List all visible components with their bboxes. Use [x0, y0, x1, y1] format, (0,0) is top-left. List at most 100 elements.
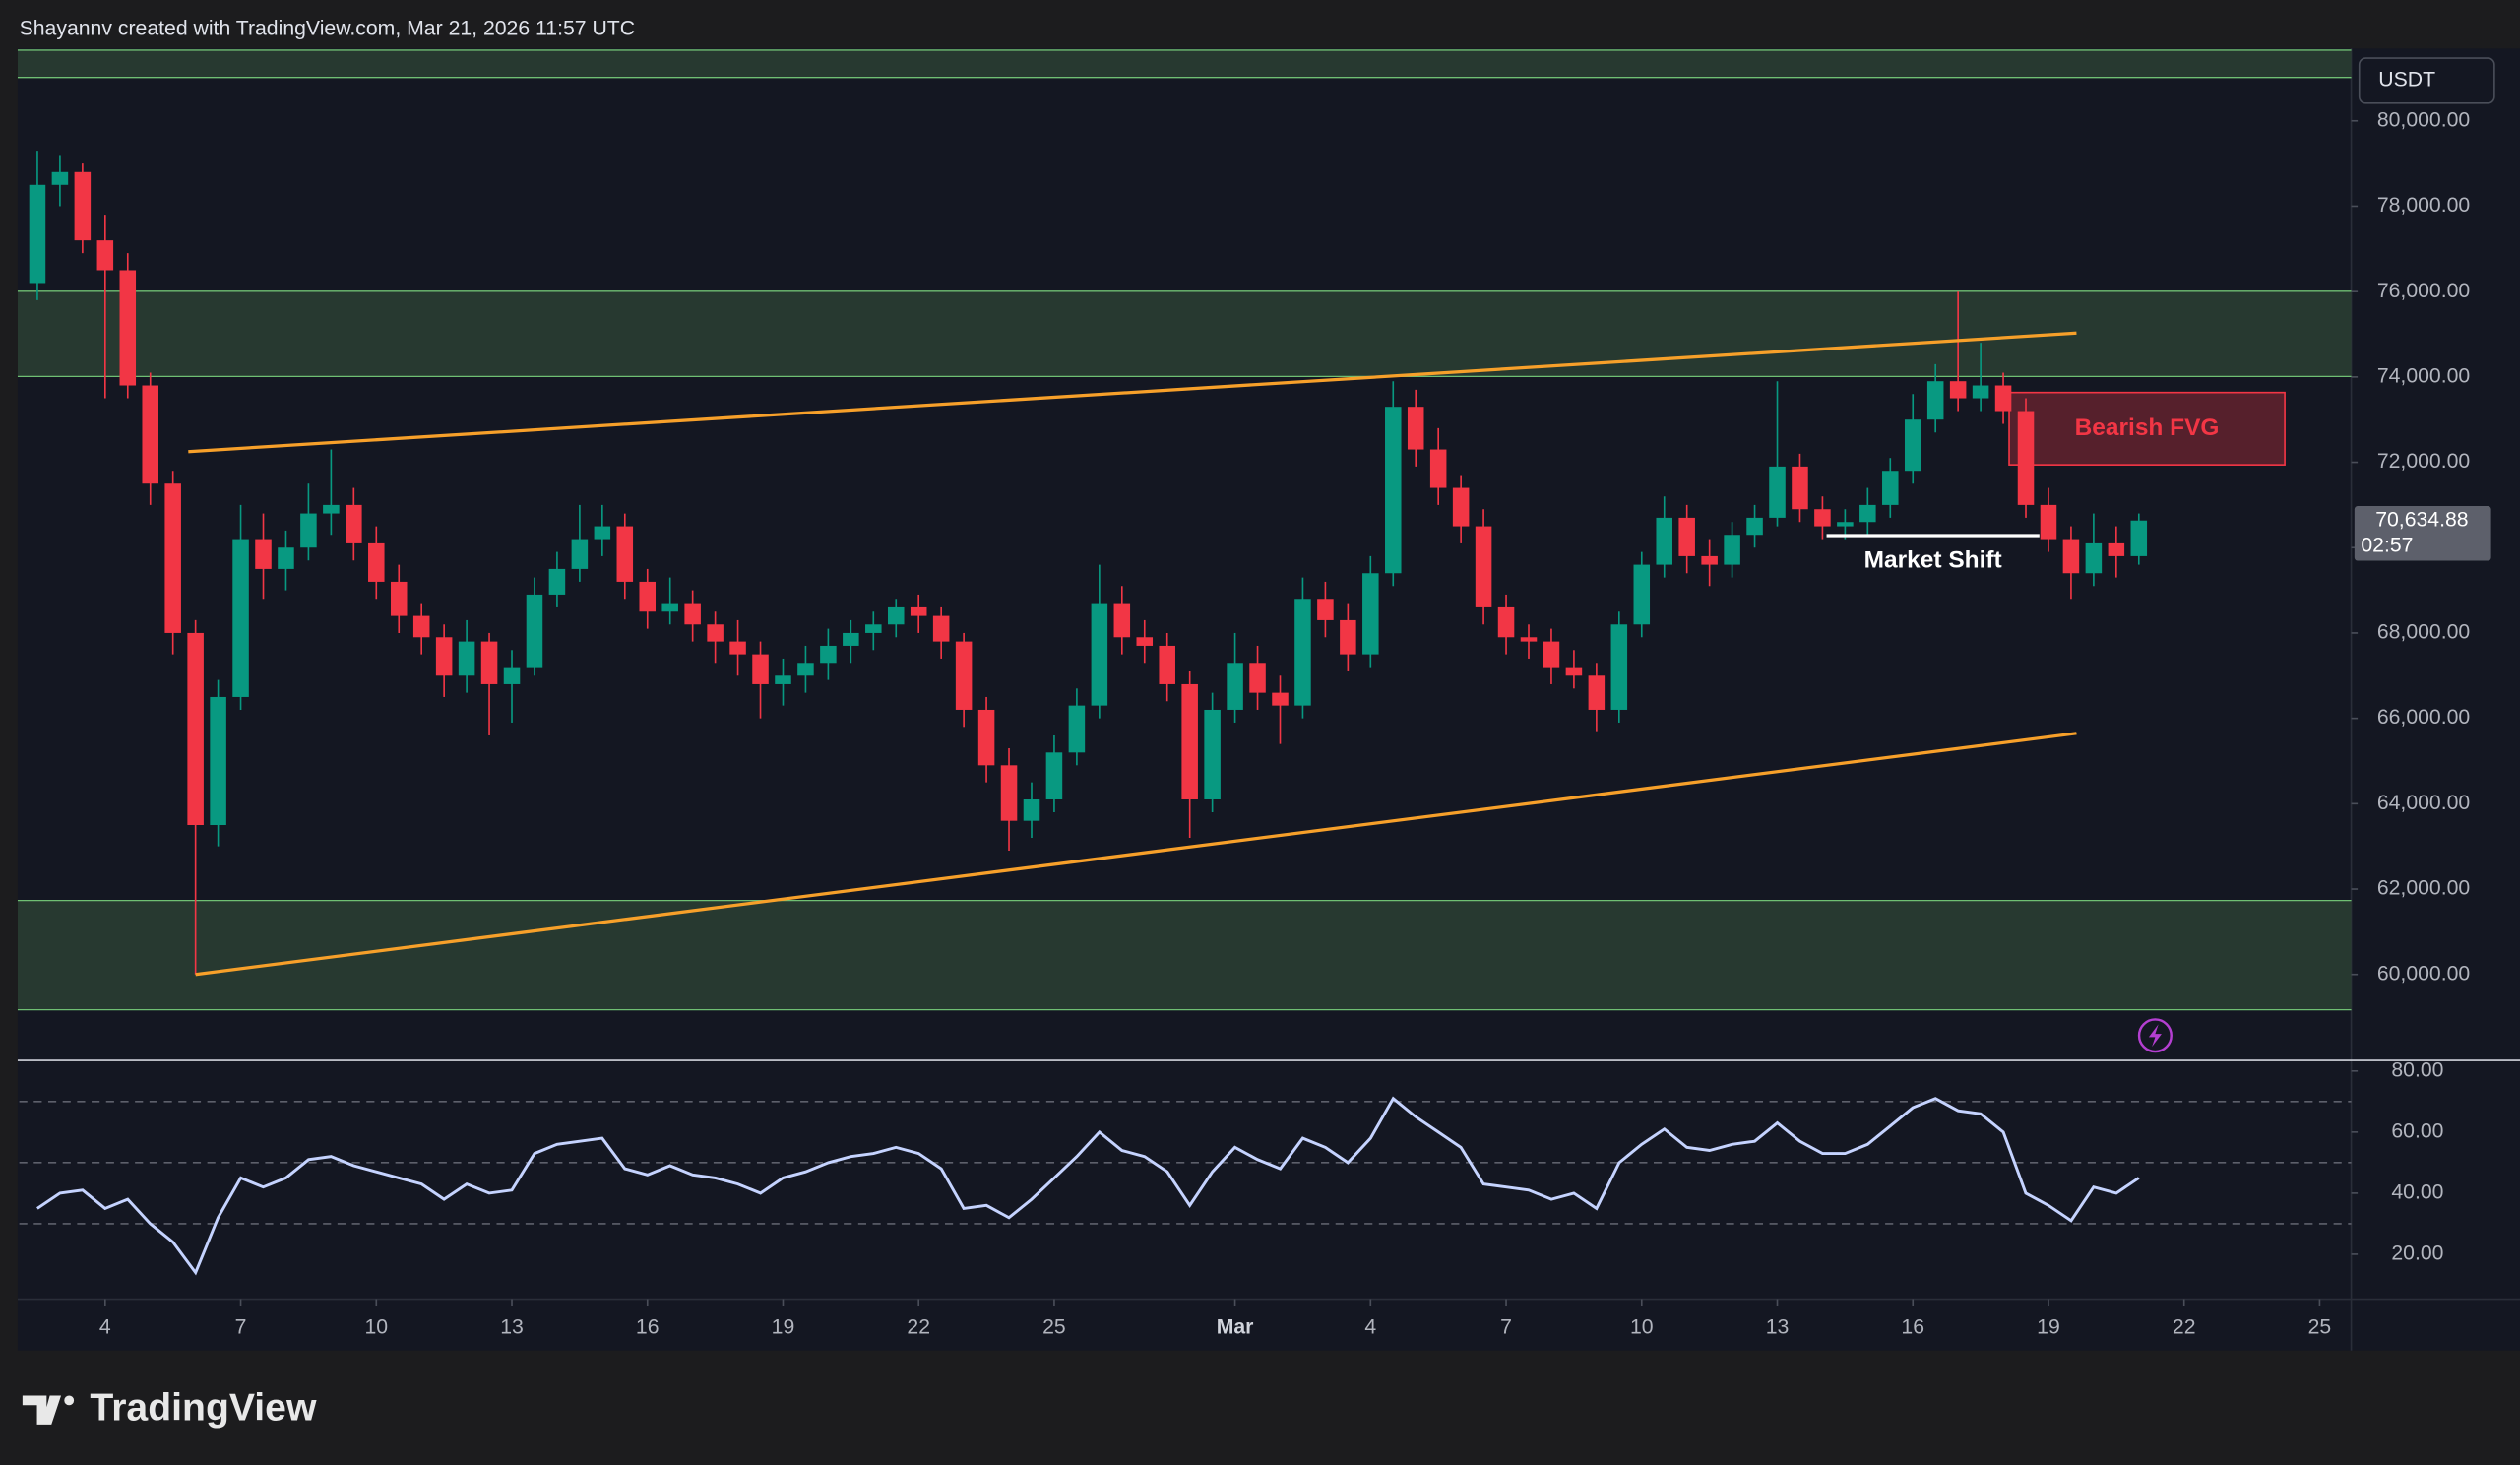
candle-body — [368, 542, 385, 582]
candle-body — [1113, 603, 1131, 638]
candle-body — [1294, 599, 1311, 706]
candle-body — [843, 632, 859, 646]
y-tick-label: 68,000.00 — [2377, 621, 2470, 644]
candle-body — [1159, 645, 1175, 684]
candle-body — [1340, 619, 1356, 655]
candle-body — [1882, 471, 1899, 505]
x-tick-label: 22 — [907, 1316, 930, 1339]
candle-body — [910, 606, 927, 616]
candle-body — [1904, 419, 1922, 472]
x-tick-label: 19 — [2037, 1316, 2060, 1339]
header: Shayannv created with TradingView.com, M… — [20, 17, 636, 39]
candle-body — [1272, 692, 1289, 706]
candle-body — [323, 504, 340, 514]
x-tick-label: 4 — [99, 1316, 111, 1339]
candle-body — [210, 696, 226, 826]
price-tag — [2354, 506, 2491, 561]
price-tag-label: 70,634.88 — [2375, 508, 2468, 531]
candle-body — [707, 624, 724, 642]
alert-icon[interactable] — [2137, 1018, 2173, 1053]
footer-logo: TradingView — [90, 1387, 317, 1430]
candle-body — [1949, 381, 1967, 399]
candle-body — [1520, 637, 1538, 642]
candle-body — [187, 632, 204, 826]
candle-body — [1407, 407, 1424, 450]
candle-body — [887, 606, 905, 625]
candle-body — [412, 615, 430, 638]
candle-body — [2108, 542, 2125, 556]
candle-body — [1859, 504, 1876, 523]
y-tick-label: 66,000.00 — [2377, 706, 2470, 729]
candle-body — [1317, 599, 1334, 620]
y-tick-label: 74,000.00 — [2377, 364, 2470, 387]
x-tick-label: 10 — [1630, 1316, 1654, 1339]
candle-body — [1249, 663, 1266, 693]
market-shift-label: Market Shift — [1864, 547, 2002, 574]
x-tick-label: 10 — [364, 1316, 388, 1339]
candle-body — [594, 526, 611, 540]
candle-body — [548, 568, 566, 595]
candle-body — [2040, 504, 2057, 540]
candle-body — [1678, 517, 1695, 556]
fvg-box — [2008, 391, 2286, 466]
candle-body — [96, 240, 114, 271]
candle-body — [1656, 517, 1672, 565]
x-tick-label: 16 — [636, 1316, 660, 1339]
countdown: 02:57 — [2361, 534, 2413, 556]
candle-body — [932, 615, 950, 642]
candle-body — [1814, 509, 1831, 527]
candle-body — [142, 385, 158, 484]
x-tick-label: 16 — [1901, 1316, 1924, 1339]
logo-mark — [22, 1395, 62, 1425]
candle-body — [1181, 683, 1198, 799]
candle-body — [1588, 675, 1606, 710]
candle-body — [346, 504, 362, 543]
candle-body — [1769, 466, 1786, 518]
fvg-label: Bearish FVG — [2075, 414, 2220, 441]
candle-body — [1000, 765, 1018, 821]
candle-body — [820, 645, 837, 664]
x-tick-label: 13 — [500, 1316, 524, 1339]
y-tick-label: 60.00 — [2391, 1119, 2443, 1142]
candle-body — [775, 675, 791, 684]
y-tick-label: 64,000.00 — [2377, 792, 2470, 814]
candle-body — [1204, 709, 1221, 799]
candle-body — [1792, 466, 1808, 510]
y-tick-label: 80.00 — [2391, 1058, 2443, 1081]
y-tick-label: 40.00 — [2391, 1180, 2443, 1203]
candle-body — [1837, 522, 1854, 527]
chart-area — [17, 48, 2520, 1351]
candle-body — [503, 667, 521, 684]
candle-body — [1429, 449, 1447, 488]
candle-body — [2085, 542, 2103, 574]
candle-body — [2017, 411, 2035, 505]
candle-body — [1045, 752, 1063, 799]
candle-body — [2130, 520, 2148, 556]
candle-body — [1475, 526, 1492, 607]
candle-body — [255, 539, 272, 569]
x-tick-label: 7 — [1500, 1316, 1512, 1339]
candle-body — [1926, 381, 1944, 420]
candle-body — [1565, 667, 1583, 676]
candle-body — [1724, 535, 1740, 565]
x-tick-label: 4 — [1364, 1316, 1376, 1339]
logo-mark — [64, 1395, 75, 1406]
currency: USDT — [2378, 69, 2435, 92]
candle-body — [1497, 606, 1515, 638]
y-tick-label: 60,000.00 — [2377, 962, 2470, 985]
x-tick-label: 25 — [1042, 1316, 1066, 1339]
y-tick-label: 72,000.00 — [2377, 450, 2470, 473]
x-tick-label: 22 — [2173, 1316, 2196, 1339]
candle-body — [390, 581, 408, 616]
candle-body — [458, 641, 475, 676]
candle-body — [164, 483, 181, 633]
trendline — [195, 732, 2077, 977]
candle-body — [1610, 624, 1628, 710]
candle-body — [1994, 385, 2012, 412]
candle-body — [1701, 555, 1718, 565]
candle-body — [51, 171, 69, 185]
candle-body — [729, 641, 746, 655]
x-tick-label: Mar — [1217, 1316, 1254, 1339]
alert-icon-bolt — [2148, 1024, 2162, 1048]
